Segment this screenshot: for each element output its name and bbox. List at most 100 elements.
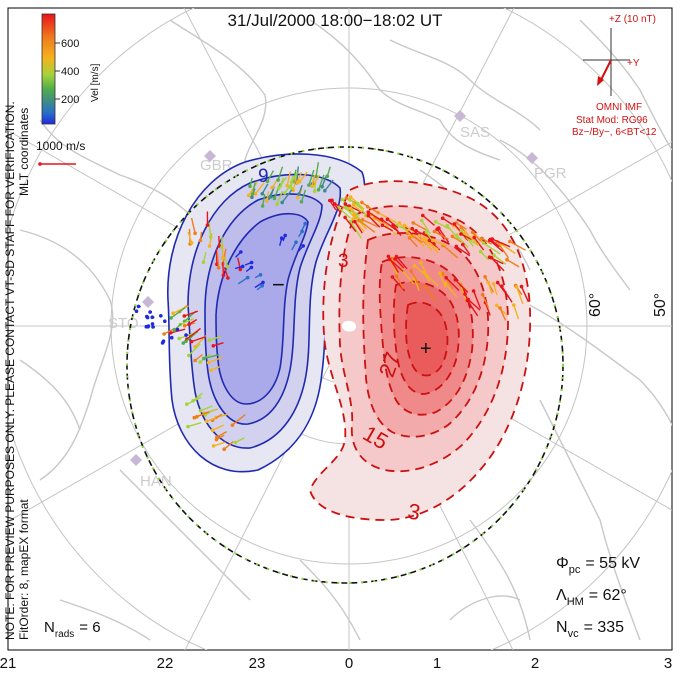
velocity-vector-origin [421, 213, 425, 218]
velocity-vector [196, 411, 210, 418]
velocity-vector-origin [340, 197, 344, 202]
velocity-scale-label: 1000 m/s [36, 139, 85, 153]
velocity-vector [367, 215, 381, 228]
velocity-vector-origin [150, 315, 155, 320]
velocity-vector-origin [380, 223, 385, 227]
velocity-vector [492, 238, 511, 248]
velocity-vector-origin [453, 277, 458, 282]
pos-cell-marker: + [420, 338, 432, 360]
velocity-vector-origin [419, 260, 423, 265]
velocity-vector-origin [461, 242, 465, 247]
imf-y-label: +Y [627, 58, 640, 69]
velocity-vector-origin [201, 260, 206, 265]
velocity-vector [261, 183, 269, 195]
velocity-vector-origin [481, 241, 486, 245]
velocity-vector-origin [465, 298, 470, 303]
velocity-vector [374, 217, 388, 225]
radar-stations [130, 110, 538, 466]
velocity-vector [361, 201, 373, 211]
velocity-vector [180, 318, 194, 326]
velocity-vector-origin [253, 192, 258, 196]
station-label-pgr: PGR [534, 165, 567, 182]
velocity-vector [434, 230, 449, 240]
velocity-vector [382, 224, 393, 232]
velocity-vector-origin [161, 339, 166, 344]
velocity-vector [367, 211, 384, 222]
velocity-vector-origin [222, 447, 226, 452]
velocity-vector [352, 204, 363, 213]
velocity-vector-origin [249, 265, 254, 270]
velocity-vector-origin [260, 204, 265, 208]
velocity-colorbar [41, 13, 60, 125]
velocity-vector [513, 304, 520, 320]
velocity-vector-origin [427, 238, 432, 243]
velocity-vector-origin [207, 244, 212, 248]
velocity-vector [424, 237, 439, 254]
velocity-vector-origin [207, 338, 211, 343]
velocity-vector [186, 396, 202, 405]
velocity-vector-origin [498, 306, 502, 310]
velocity-vector [489, 239, 504, 253]
velocity-vector-origin [175, 327, 180, 332]
velocity-vector-origin [299, 200, 304, 204]
velocity-vector [223, 440, 234, 450]
colorbar-tick-400: 400 [61, 66, 79, 78]
velocity-vector [432, 239, 448, 247]
velocity-vector-origin [272, 196, 277, 201]
velocity-vector-origin [351, 203, 356, 207]
velocity-vector [499, 307, 507, 321]
velocity-vector [426, 275, 439, 287]
velocity-vector [254, 182, 265, 195]
velocity-vector [460, 233, 473, 241]
colorbar-label: Vel [m/s] [90, 63, 101, 102]
velocity-vector [454, 279, 469, 293]
imf-source: OMNI IMF [596, 102, 642, 113]
velocity-vector [281, 189, 293, 203]
velocity-vector [509, 240, 526, 251]
velocity-vector-origin [249, 260, 254, 265]
velocity-vector [329, 200, 337, 211]
velocity-vector [386, 218, 399, 229]
velocity-vector-origin [168, 331, 173, 335]
velocity-vector-origin [419, 218, 424, 223]
velocity-vector [308, 169, 315, 186]
velocity-vector [472, 290, 482, 309]
fit-order-note: FitOrder: 8, mapEX format [17, 499, 31, 640]
velocity-vector-origin [514, 285, 519, 289]
velocity-vector-origin [432, 229, 437, 234]
velocity-vector [216, 252, 220, 268]
velocity-vector [473, 237, 485, 251]
velocity-vector [442, 273, 454, 290]
velocity-vector-origin [431, 238, 435, 242]
velocity-vector-origin [163, 319, 167, 324]
velocity-vector-origin [297, 192, 301, 196]
velocity-vector-origin [260, 283, 265, 288]
velocity-vector-origin [409, 269, 414, 273]
velocity-vector [422, 238, 439, 250]
velocity-vector-origin [495, 303, 499, 308]
velocity-vector-origin [472, 235, 477, 240]
velocity-vector-origin [459, 229, 464, 233]
velocity-vector-origin [285, 183, 290, 188]
velocity-vector-origin [294, 240, 298, 244]
velocity-vector-origin [283, 233, 288, 238]
velocity-vector [213, 441, 226, 447]
velocity-vector-origin [505, 257, 509, 262]
coordinate-system-note: MLT coordinates [17, 108, 31, 196]
velocity-vector [438, 227, 450, 243]
velocity-vector-origin [478, 249, 483, 254]
velocity-vector-origin [209, 235, 213, 239]
mlt-label-0: 0 [345, 655, 353, 672]
velocity-vector [418, 235, 433, 251]
lat-label-50: 50° [652, 293, 669, 317]
velocity-vector [331, 199, 342, 214]
velocity-vector [395, 256, 408, 270]
velocity-vector-origin [480, 236, 484, 241]
velocity-vector-origin [508, 239, 512, 244]
velocity-vector-origin [424, 230, 429, 234]
velocity-vector-origin [219, 245, 224, 250]
velocity-vector [190, 217, 196, 234]
velocity-vector-origin [360, 200, 364, 205]
velocity-vector-origin [452, 222, 457, 226]
